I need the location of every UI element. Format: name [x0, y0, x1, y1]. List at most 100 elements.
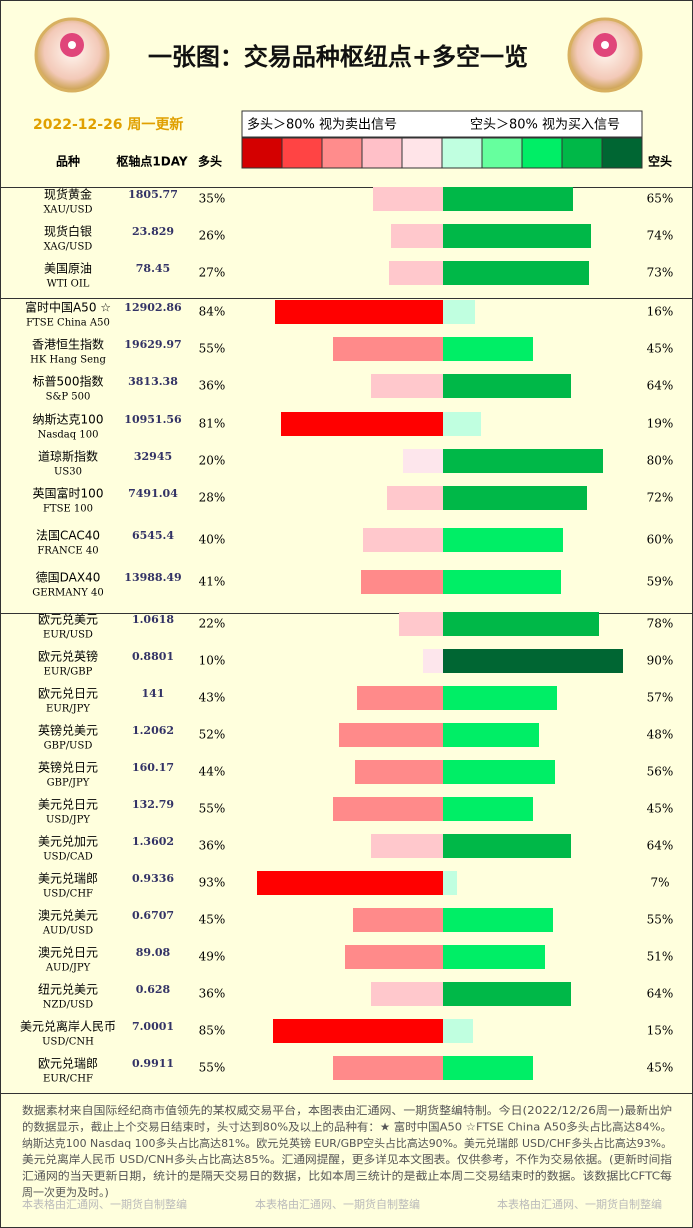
short-bar — [443, 261, 589, 285]
footer-text: 数据素材来自国际经纪商市值领先的某权威交易平台，本图表由汇通网、一期货整编特制。… — [22, 1103, 672, 1117]
legend-swatch — [321, 137, 363, 169]
instrument-code: FTSE China A50 — [26, 318, 110, 329]
instrument-code: USD/CHF — [43, 889, 93, 900]
long-label: 55% — [199, 1061, 226, 1075]
legend-swatch — [241, 137, 283, 169]
instrument-code: XAG/USD — [44, 242, 93, 253]
pivot: 1.2062 — [132, 724, 174, 737]
long-label: 41% — [199, 575, 226, 589]
long-bar — [333, 1056, 443, 1080]
column-header: 多头 — [198, 154, 222, 169]
pivot: 0.8801 — [132, 650, 174, 663]
pivot: 19629.97 — [124, 338, 181, 351]
long-bar — [333, 337, 443, 361]
watermark: 本表格由汇通网、一期货自制整编 — [22, 1197, 187, 1211]
short-label: 45% — [647, 342, 674, 356]
long-bar — [391, 224, 443, 248]
short-label: 55% — [647, 913, 674, 927]
column-header: 枢轴点1DAY — [116, 154, 187, 169]
short-bar — [443, 649, 623, 673]
pivot: 7491.04 — [128, 487, 178, 500]
long-bar — [281, 412, 443, 436]
long-bar — [275, 300, 443, 324]
footer-text: 纳斯达克100 Nasdaq 100多头占比高达81%。欧元兑英镑 EUR/GB… — [22, 1136, 672, 1150]
long-bar — [371, 834, 443, 858]
short-label: 45% — [647, 1061, 674, 1075]
legend-swatch — [401, 137, 443, 169]
instrument-name: 英国富时100 — [33, 486, 104, 501]
pivot: 0.9911 — [132, 1057, 174, 1070]
short-label: 65% — [647, 192, 674, 206]
pivot: 1.0618 — [132, 613, 174, 626]
instrument-name: 美国原油 — [44, 262, 92, 276]
long-bar — [257, 871, 443, 895]
long-label: 85% — [199, 1024, 226, 1038]
pivot: 0.6707 — [132, 909, 174, 922]
long-bar — [371, 374, 443, 398]
long-label: 22% — [199, 617, 226, 631]
short-bar — [443, 486, 587, 510]
pivot: 132.79 — [132, 798, 174, 811]
legend-swatch — [521, 137, 563, 169]
long-label: 45% — [199, 913, 226, 927]
instrument-code: Nasdaq 100 — [38, 430, 99, 441]
instrument-name: 欧元兑英镑 — [38, 649, 98, 664]
short-bar — [443, 412, 481, 436]
long-bar — [403, 449, 443, 473]
long-label: 36% — [199, 839, 226, 853]
instrument-code: NZD/USD — [43, 1000, 93, 1011]
pivot: 160.17 — [132, 761, 174, 774]
instrument-name: 欧元兑日元 — [38, 687, 98, 701]
legend-swatch — [481, 137, 523, 169]
long-bar — [353, 908, 443, 932]
instrument-code: GBP/JPY — [47, 778, 90, 789]
long-label: 55% — [199, 342, 226, 356]
pivot: 13988.49 — [124, 571, 181, 584]
long-label: 43% — [199, 691, 226, 705]
pivot: 7.0001 — [132, 1020, 174, 1033]
long-label: 81% — [199, 417, 226, 431]
short-bar — [443, 374, 571, 398]
instrument-name: 美元兑离岸人民币 — [20, 1019, 116, 1034]
watermark: 本表格由汇通网、一期货自制整编 — [497, 1197, 662, 1211]
footer-text: 美元兑离岸人民币 USD/CNH多头占比高达85%。汇通网提醒，更多详见本文图表… — [22, 1152, 672, 1166]
short-bar — [443, 760, 555, 784]
title: 一张图：交易品种枢纽点+多空一览 — [148, 43, 528, 71]
short-label: 90% — [647, 654, 674, 668]
instrument-name: 美元兑瑞郎 — [38, 872, 98, 886]
long-label: 84% — [199, 305, 226, 319]
column-header: 空头 — [648, 154, 672, 169]
pivot: 89.08 — [136, 946, 171, 959]
short-label: 73% — [647, 266, 674, 280]
long-label: 40% — [199, 533, 226, 547]
footer-text: 周一次更为及时。) — [22, 1185, 109, 1199]
short-bar — [443, 300, 475, 324]
short-label: 78% — [647, 617, 674, 631]
legend-short-text: 空头＞80% 视为买入信号 — [470, 118, 620, 133]
instrument-name: 欧元兑瑞郎 — [38, 1057, 98, 1071]
long-label: 10% — [199, 654, 226, 668]
instrument-name: 道琼斯指数 — [38, 449, 98, 464]
short-bar — [443, 528, 563, 552]
legend-swatch — [601, 137, 643, 169]
instrument-code: FTSE 100 — [43, 504, 93, 515]
short-bar — [443, 612, 599, 636]
instrument-name: 现货黄金 — [44, 187, 92, 202]
instrument-name: 英镑兑日元 — [38, 760, 98, 775]
instrument-name: 纳斯达克100 — [33, 413, 104, 427]
instrument-name: 欧元兑美元 — [38, 613, 98, 627]
short-label: 16% — [647, 305, 674, 319]
long-bar — [357, 686, 443, 710]
short-label: 7% — [650, 876, 669, 890]
pivot: 10951.56 — [124, 413, 182, 426]
long-label: 35% — [199, 192, 226, 206]
column-header: 品种 — [56, 154, 80, 169]
pivot: 141 — [142, 687, 165, 700]
short-label: 64% — [647, 987, 674, 1001]
short-bar — [443, 337, 533, 361]
instrument-code: XAU/USD — [43, 205, 92, 216]
pivot: 12902.86 — [124, 301, 182, 314]
pivot: 78.45 — [136, 262, 170, 275]
long-label: 93% — [199, 876, 226, 890]
